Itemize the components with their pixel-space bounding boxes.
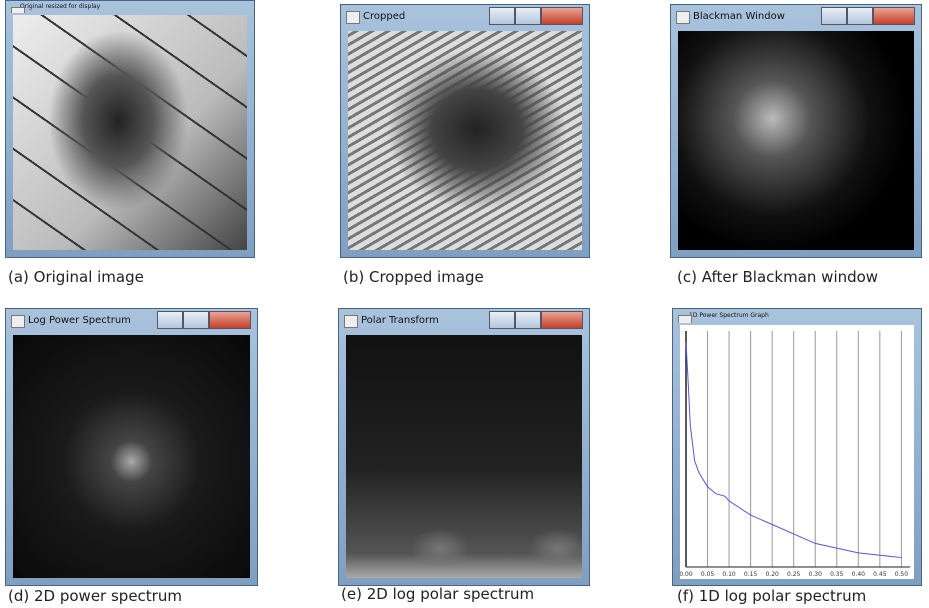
window: Log Power Spectrum <box>5 308 258 586</box>
x-tick-label: 0.20 <box>765 571 779 578</box>
caption: (e) 2D log polar spectrum <box>341 585 534 603</box>
caption: (b) Cropped image <box>343 268 484 286</box>
window: Cropped <box>340 4 590 258</box>
window-buttons[interactable] <box>157 311 251 329</box>
x-tick-label: 0.25 <box>787 571 801 578</box>
window-title: Original resized for display <box>6 1 254 13</box>
window: 1D Power Spectrum Graph 0.00 0.05 0.10 0.15… <box>672 308 922 586</box>
x-tick-label: 0.05 <box>701 571 715 578</box>
caption: (d) 2D power spectrum <box>8 587 182 605</box>
graph: 0.00 0.05 0.10 0.15 0.20 0.25 0.30 0.35 0.40 0.45… <box>680 325 914 579</box>
figure: Original resized for display (a) Origina… <box>0 0 929 608</box>
caption: (f) 1D log polar spectrum <box>677 587 866 605</box>
image <box>346 335 582 578</box>
window: Original resized for display <box>5 0 255 258</box>
image <box>13 15 247 250</box>
window: Blackman Window <box>670 4 922 258</box>
plot-background <box>680 325 914 579</box>
image <box>348 31 582 250</box>
x-tick-label: 0.10 <box>722 571 736 578</box>
x-tick-label: 0.45 <box>873 571 887 578</box>
image <box>678 31 914 250</box>
image <box>13 335 250 578</box>
x-tick-label: 0.00 <box>680 571 693 578</box>
x-tick-label: 0.15 <box>744 571 758 578</box>
caption: (c) After Blackman window <box>677 268 878 286</box>
x-tick-label: 0.50 <box>895 571 909 578</box>
caption: (a) Original image <box>8 268 144 286</box>
window: Polar Transform <box>338 308 590 586</box>
x-tick-label: 0.35 <box>830 571 844 578</box>
window-buttons[interactable] <box>489 7 583 25</box>
x-tick-label: 0.30 <box>809 571 823 578</box>
window-buttons[interactable] <box>821 7 915 25</box>
window-buttons[interactable] <box>489 311 583 329</box>
x-tick-label: 0.40 <box>852 571 866 578</box>
window-title: 1D Power Spectrum Graph <box>673 309 921 323</box>
